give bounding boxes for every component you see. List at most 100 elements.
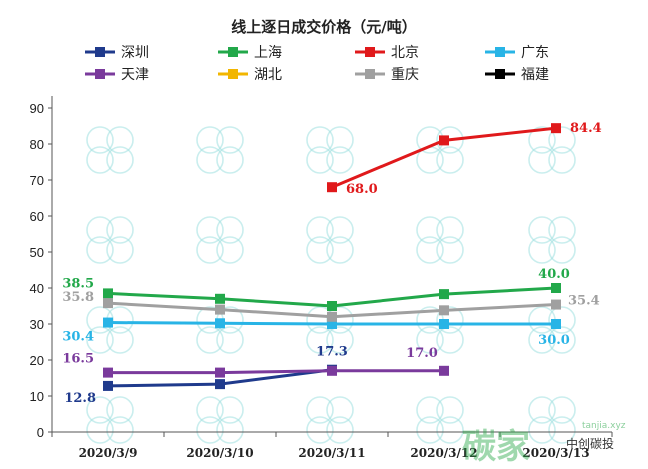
legend-item[interactable]: 广东 (485, 45, 549, 61)
data-point (551, 283, 561, 293)
watermark-circle (548, 396, 576, 424)
legend-item[interactable]: 北京 (355, 45, 419, 61)
legend-item[interactable]: 湖北 (218, 67, 282, 83)
x-tick-label: 2020/3/12 (410, 446, 477, 460)
watermark-circle (86, 236, 114, 264)
legend-item[interactable]: 深圳 (85, 45, 149, 61)
watermark-circle (548, 236, 576, 264)
data-point (439, 305, 449, 316)
data-point (327, 319, 337, 329)
data-point (103, 298, 113, 309)
watermark-circle (106, 416, 134, 444)
legend-item[interactable]: 重庆 (355, 67, 419, 83)
watermark-circle (306, 326, 334, 354)
y-tick-label: 20 (30, 353, 44, 368)
data-point (215, 379, 225, 390)
legend-item[interactable]: 天津 (85, 67, 149, 83)
data-point (327, 301, 337, 311)
data-point (215, 293, 225, 304)
watermark-circle (216, 236, 244, 264)
data-point (551, 319, 561, 329)
data-point (215, 318, 225, 329)
data-label: 68.0 (346, 182, 378, 197)
watermark-circle (436, 326, 464, 354)
legend-item[interactable]: 上海 (218, 45, 282, 61)
watermark-circle (196, 216, 224, 244)
y-tick-label: 80 (30, 137, 44, 152)
watermark-circle (306, 396, 334, 424)
data-label: 84.4 (570, 121, 602, 136)
data-point (215, 367, 225, 378)
watermark-circle (528, 236, 556, 264)
watermark-circle (548, 216, 576, 244)
data-point (327, 311, 337, 322)
legend-item[interactable]: 福建 (485, 67, 549, 83)
watermark-circle (528, 126, 556, 154)
data-label: 40.0 (538, 267, 570, 282)
data-point (551, 123, 561, 134)
data-label: 17.3 (316, 345, 348, 360)
data-point (439, 365, 449, 376)
watermark-circle (548, 126, 576, 154)
watermark-circle (86, 146, 114, 174)
watermark-circle (306, 236, 334, 264)
watermark-circle (548, 146, 576, 174)
watermark-circle (86, 416, 114, 444)
legend-label: 深圳 (121, 45, 149, 61)
watermark-circle (196, 326, 224, 354)
watermark-circle (326, 126, 354, 154)
watermark-logo-text: 碳家 (462, 427, 530, 467)
watermark-circle (528, 216, 556, 244)
watermark-circle (86, 216, 114, 244)
watermark-circle (86, 396, 114, 424)
chart-title: 线上逐日成交价格（元/吨） (231, 18, 416, 36)
data-label: 12.8 (64, 391, 96, 406)
data-point (215, 304, 225, 315)
y-tick-label: 60 (30, 209, 44, 224)
watermark-circle (548, 326, 576, 354)
y-tick-label: 30 (30, 317, 44, 332)
watermark-circle (196, 146, 224, 174)
series-layer (103, 123, 561, 391)
watermark-circle (216, 416, 244, 444)
watermark-circle (196, 126, 224, 154)
watermark-circle (548, 416, 576, 444)
data-point (103, 317, 113, 328)
legend-marker (95, 69, 105, 79)
watermark-circle (326, 216, 354, 244)
watermark-circle (106, 326, 134, 354)
y-tick-label: 70 (30, 173, 44, 188)
watermark-circle (196, 416, 224, 444)
legend-marker (365, 47, 375, 57)
watermark-circle (216, 396, 244, 424)
watermark-circle (436, 216, 464, 244)
data-label: 16.5 (62, 352, 94, 367)
watermark-circle (528, 326, 556, 354)
legend-label: 广东 (521, 45, 549, 61)
watermark-circle (436, 146, 464, 174)
legend-label: 福建 (521, 67, 549, 83)
legend-label: 北京 (391, 45, 419, 61)
watermark-circle (416, 236, 444, 264)
data-point (327, 365, 337, 376)
data-label: 35.4 (568, 294, 600, 309)
watermark-circle (436, 126, 464, 154)
legend-label: 上海 (254, 45, 282, 61)
watermark-circle (216, 326, 244, 354)
watermark-circle (436, 416, 464, 444)
data-point (103, 380, 113, 391)
x-tick-label: 2020/3/9 (79, 446, 138, 460)
watermark-circle (326, 396, 354, 424)
watermark-circle (548, 306, 576, 334)
y-tick-label: 40 (30, 281, 44, 296)
x-tick-label: 2020/3/10 (186, 446, 253, 460)
watermark-circle (106, 216, 134, 244)
legend-label: 天津 (121, 67, 149, 83)
watermark-circle (106, 396, 134, 424)
y-tick-label: 90 (30, 101, 44, 116)
watermark-circle (326, 236, 354, 264)
watermark-circle (216, 146, 244, 174)
data-point (439, 135, 449, 146)
